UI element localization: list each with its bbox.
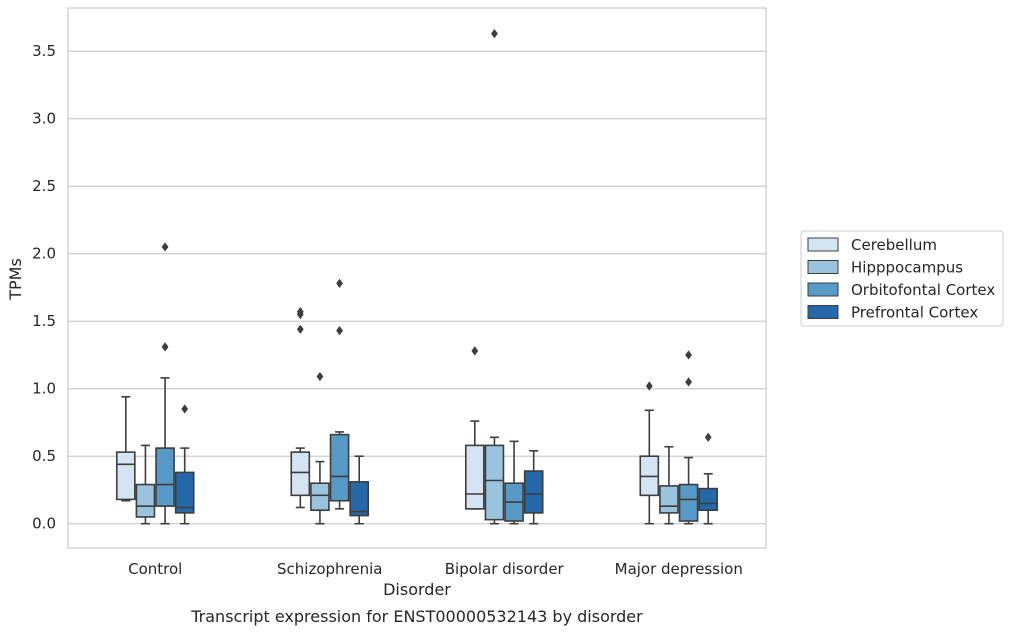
- box-body: [659, 485, 679, 514]
- box-1-4: [639, 381, 660, 525]
- box-4-1: [174, 404, 195, 525]
- box-1-1: [115, 395, 136, 502]
- box-body: [329, 433, 350, 502]
- x-tick-label: Control: [128, 560, 182, 578]
- box-3-4: [678, 350, 699, 525]
- outlier-point: [685, 377, 692, 387]
- y-tick-label: 3.0: [32, 110, 56, 128]
- box-2-2: [310, 371, 330, 525]
- y-tick-label: 0.5: [32, 447, 56, 465]
- x-tick-label: Bipolar disorder: [445, 560, 565, 578]
- box-body: [484, 444, 505, 521]
- outlier-point: [645, 381, 653, 391]
- outlier-point: [316, 371, 324, 382]
- outlier-point: [296, 324, 304, 334]
- x-axis-title: Disorder: [383, 580, 451, 599]
- box-2-1: [135, 444, 156, 525]
- outlier-point: [336, 278, 343, 288]
- y-tick-labels: 0.0 0.5 1.0 1.5 2.0 2.5 3.0 3.5: [32, 42, 56, 533]
- legend-item: Orbitofontal Cortex: [807, 281, 995, 299]
- legend-label: Hipppocampus: [851, 259, 963, 277]
- y-tick-label: 3.5: [32, 42, 56, 60]
- chart-caption: Transcript expression for ENST0000053214…: [190, 607, 643, 626]
- y-tick-label: 1.5: [32, 312, 56, 330]
- box-3-1: [155, 242, 175, 525]
- outlier-point: [161, 242, 169, 252]
- box-body: [678, 483, 699, 522]
- outlier-point: [181, 404, 189, 414]
- y-tick-label: 1.0: [32, 380, 56, 398]
- box-4-3: [523, 449, 544, 525]
- box-body: [290, 451, 311, 497]
- legend-label: Prefrontal Cortex: [851, 304, 978, 322]
- legend-frame: [800, 230, 1004, 327]
- box-4-2: [349, 455, 370, 525]
- x-tick-labels: Control Schizophrenia Bipolar disorder Majo…: [128, 560, 743, 578]
- outlier-point: [491, 29, 498, 39]
- box-1-2: [290, 307, 311, 509]
- box-1-3: [464, 346, 485, 510]
- legend-item: Prefrontal Cortex: [807, 304, 978, 322]
- legend-item: Cerebellum: [807, 236, 937, 254]
- outlier-point: [336, 326, 343, 336]
- outlier-point: [704, 432, 712, 442]
- legend-item: Hipppocampus: [807, 259, 963, 277]
- box-2-3: [484, 29, 505, 525]
- y-tick-label: 0.0: [32, 515, 56, 533]
- box-body: [174, 471, 195, 514]
- outlier-point: [685, 350, 692, 360]
- box-body: [155, 447, 175, 507]
- outlier-point: [161, 342, 169, 352]
- box-body: [464, 444, 485, 510]
- legend-label: Orbitofontal Cortex: [851, 281, 995, 299]
- box-body: [698, 487, 719, 512]
- box-3-2: [329, 278, 350, 510]
- y-axis-title: TPMs: [6, 258, 25, 301]
- y-tick-label: 2.5: [32, 177, 56, 195]
- legend-label: Cerebellum: [851, 236, 937, 254]
- box-body: [115, 451, 136, 501]
- legend-swatch: [807, 260, 839, 274]
- box-body: [523, 470, 544, 514]
- outlier-point: [296, 309, 304, 320]
- legend-swatch: [807, 282, 839, 297]
- x-tick-label: Major depression: [615, 560, 743, 578]
- legend: Cerebellum Hipppocampus Orbitofontal Corte…: [800, 230, 1004, 327]
- legend-swatch: [807, 237, 839, 252]
- box-2-4: [659, 445, 679, 525]
- box-body: [310, 482, 330, 512]
- x-tick-label: Schizophrenia: [277, 560, 382, 578]
- box-4-4: [698, 432, 719, 525]
- boxes: [115, 29, 719, 525]
- box-body: [349, 481, 370, 517]
- legend-swatch: [807, 305, 839, 319]
- box-3-3: [504, 440, 524, 525]
- outlier-point: [471, 346, 479, 356]
- y-tick-label: 2.0: [32, 245, 56, 263]
- box-body: [135, 483, 156, 518]
